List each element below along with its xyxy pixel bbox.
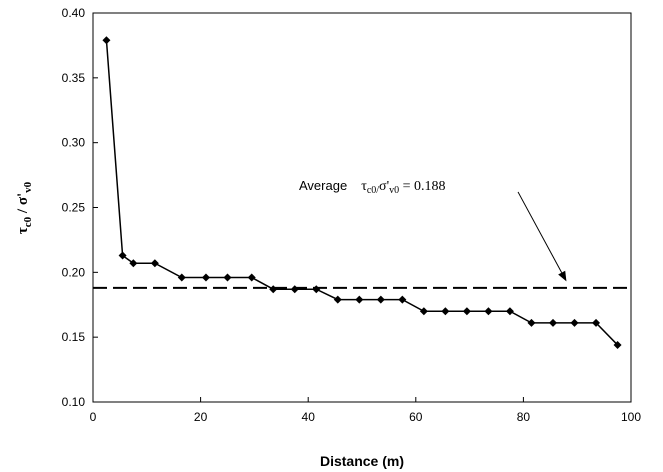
y-tick-label: 0.20 xyxy=(62,265,86,279)
data-point-marker xyxy=(419,307,428,316)
annotation-arrow xyxy=(517,191,563,273)
data-point-marker xyxy=(613,340,622,349)
y-tick-label: 0.40 xyxy=(62,6,86,20)
plot-area xyxy=(92,12,632,403)
y-tick-label: 0.35 xyxy=(62,71,86,85)
data-point-marker xyxy=(150,259,159,268)
data-point-marker xyxy=(376,295,385,304)
data-point-marker xyxy=(102,36,111,45)
data-point-marker xyxy=(269,285,278,294)
series-markers xyxy=(102,36,622,349)
data-point-marker xyxy=(592,318,601,327)
data-point-marker xyxy=(570,318,579,327)
data-point-marker xyxy=(290,285,299,294)
x-tick-label: 20 xyxy=(194,410,208,424)
data-point-marker xyxy=(177,273,186,282)
data-point-marker xyxy=(118,251,127,260)
data-point-marker xyxy=(527,318,536,327)
y-tick-label: 0.15 xyxy=(62,330,86,344)
data-point-marker xyxy=(201,273,210,282)
x-axis-ticks: 0 20 40 60 80 100 xyxy=(90,397,641,424)
x-tick-label: 100 xyxy=(621,410,641,424)
data-point-marker xyxy=(129,259,138,268)
data-point-marker xyxy=(505,307,514,316)
data-point-marker xyxy=(548,318,557,327)
x-tick-label: 0 xyxy=(90,410,97,424)
x-tick-label: 40 xyxy=(302,410,316,424)
data-point-marker xyxy=(398,295,407,304)
y-tick-label: 0.10 xyxy=(62,395,86,409)
data-point-marker xyxy=(462,307,471,316)
data-point-marker xyxy=(484,307,493,316)
annotation-arrowhead xyxy=(558,270,567,282)
data-point-marker xyxy=(333,295,342,304)
data-point-marker xyxy=(247,273,256,282)
average-annotation: Average τc0/σ'v0 = 0.188 xyxy=(299,177,446,196)
y-tick-label: 0.30 xyxy=(62,136,86,150)
y-tick-label: 0.25 xyxy=(62,201,86,215)
y-axis-label: τc0 / σ'v0 xyxy=(15,181,34,234)
data-point-marker xyxy=(441,307,450,316)
x-tick-label: 80 xyxy=(517,410,531,424)
data-point-marker xyxy=(312,285,321,294)
x-axis-label: Distance (m) xyxy=(320,453,404,469)
y-axis-ticks: 0.10 0.15 0.20 0.25 0.30 0.35 0.40 xyxy=(62,6,98,409)
data-point-marker xyxy=(223,273,232,282)
data-point-marker xyxy=(355,295,364,304)
x-tick-label: 60 xyxy=(409,410,423,424)
